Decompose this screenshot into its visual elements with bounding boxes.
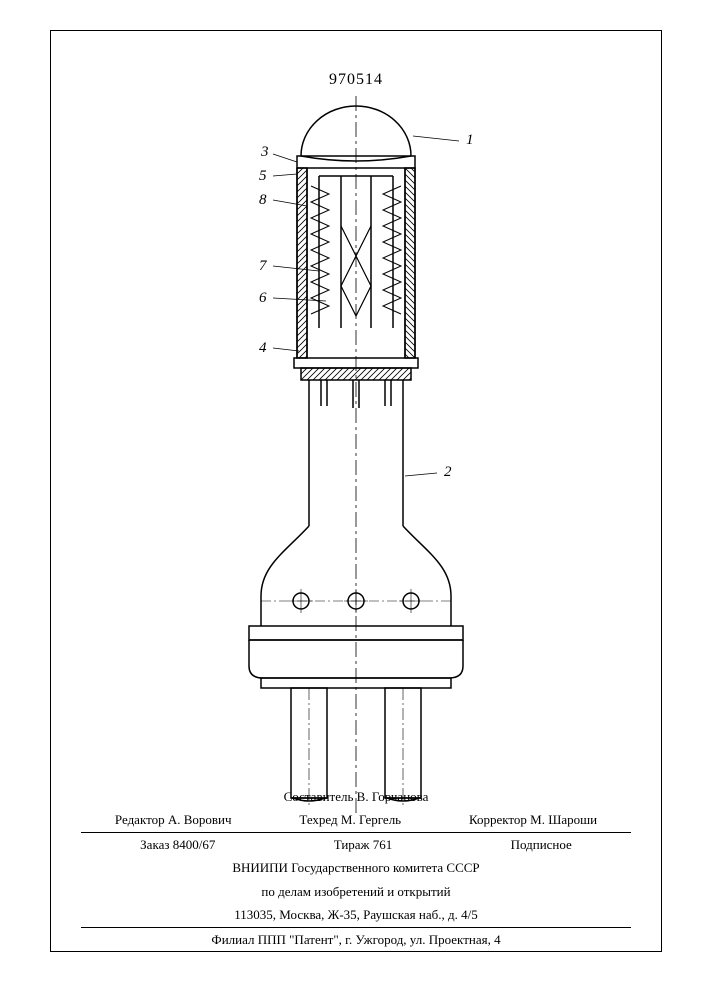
subscription: Подписное [511, 835, 572, 855]
callout-3: 3 [261, 144, 269, 161]
tirage-label: Тираж [334, 837, 370, 852]
corrector-name: М. Шароши [530, 812, 597, 827]
address-2: Филиал ППП "Патент", г. Ужгород, ул. Про… [51, 928, 661, 952]
callout-7: 7 [259, 258, 267, 275]
patent-figure: 1 2 3 4 5 6 7 8 [201, 96, 511, 816]
org-line-2: по делам изобретений и открытий [51, 880, 661, 904]
callout-6: 6 [259, 290, 267, 307]
callout-4: 4 [259, 340, 267, 357]
document-number: 970514 [51, 71, 661, 89]
callout-5: 5 [259, 168, 267, 185]
compiler-label: Составитель [284, 789, 354, 804]
compiler-row: Составитель В. Горчанова [51, 785, 661, 809]
footer: Составитель В. Горчанова Редактор А. Вор… [51, 785, 661, 952]
corrector-label: Корректор [469, 812, 527, 827]
editor-name: А. Ворович [168, 812, 232, 827]
order-row: Заказ 8400/67 Тираж 761 Подписное [51, 833, 661, 857]
order-label: Заказ [140, 837, 169, 852]
techred-label: Техред [299, 812, 337, 827]
tirage-value: 761 [373, 837, 393, 852]
editor-label: Редактор [115, 812, 165, 827]
callout-2: 2 [444, 464, 452, 481]
compiler-name: В. Горчанова [357, 789, 429, 804]
page-frame: 970514 [50, 30, 662, 952]
address-1: 113035, Москва, Ж-35, Раушская наб., д. … [51, 903, 661, 927]
techred-name: М. Гергель [341, 812, 401, 827]
order-number: 8400/67 [173, 837, 216, 852]
credits-row: Редактор А. Ворович Техред М. Гергель Ко… [51, 808, 661, 832]
callout-1: 1 [466, 132, 474, 149]
callout-8: 8 [259, 192, 267, 209]
org-line-1: ВНИИПИ Государственного комитета СССР [51, 856, 661, 880]
